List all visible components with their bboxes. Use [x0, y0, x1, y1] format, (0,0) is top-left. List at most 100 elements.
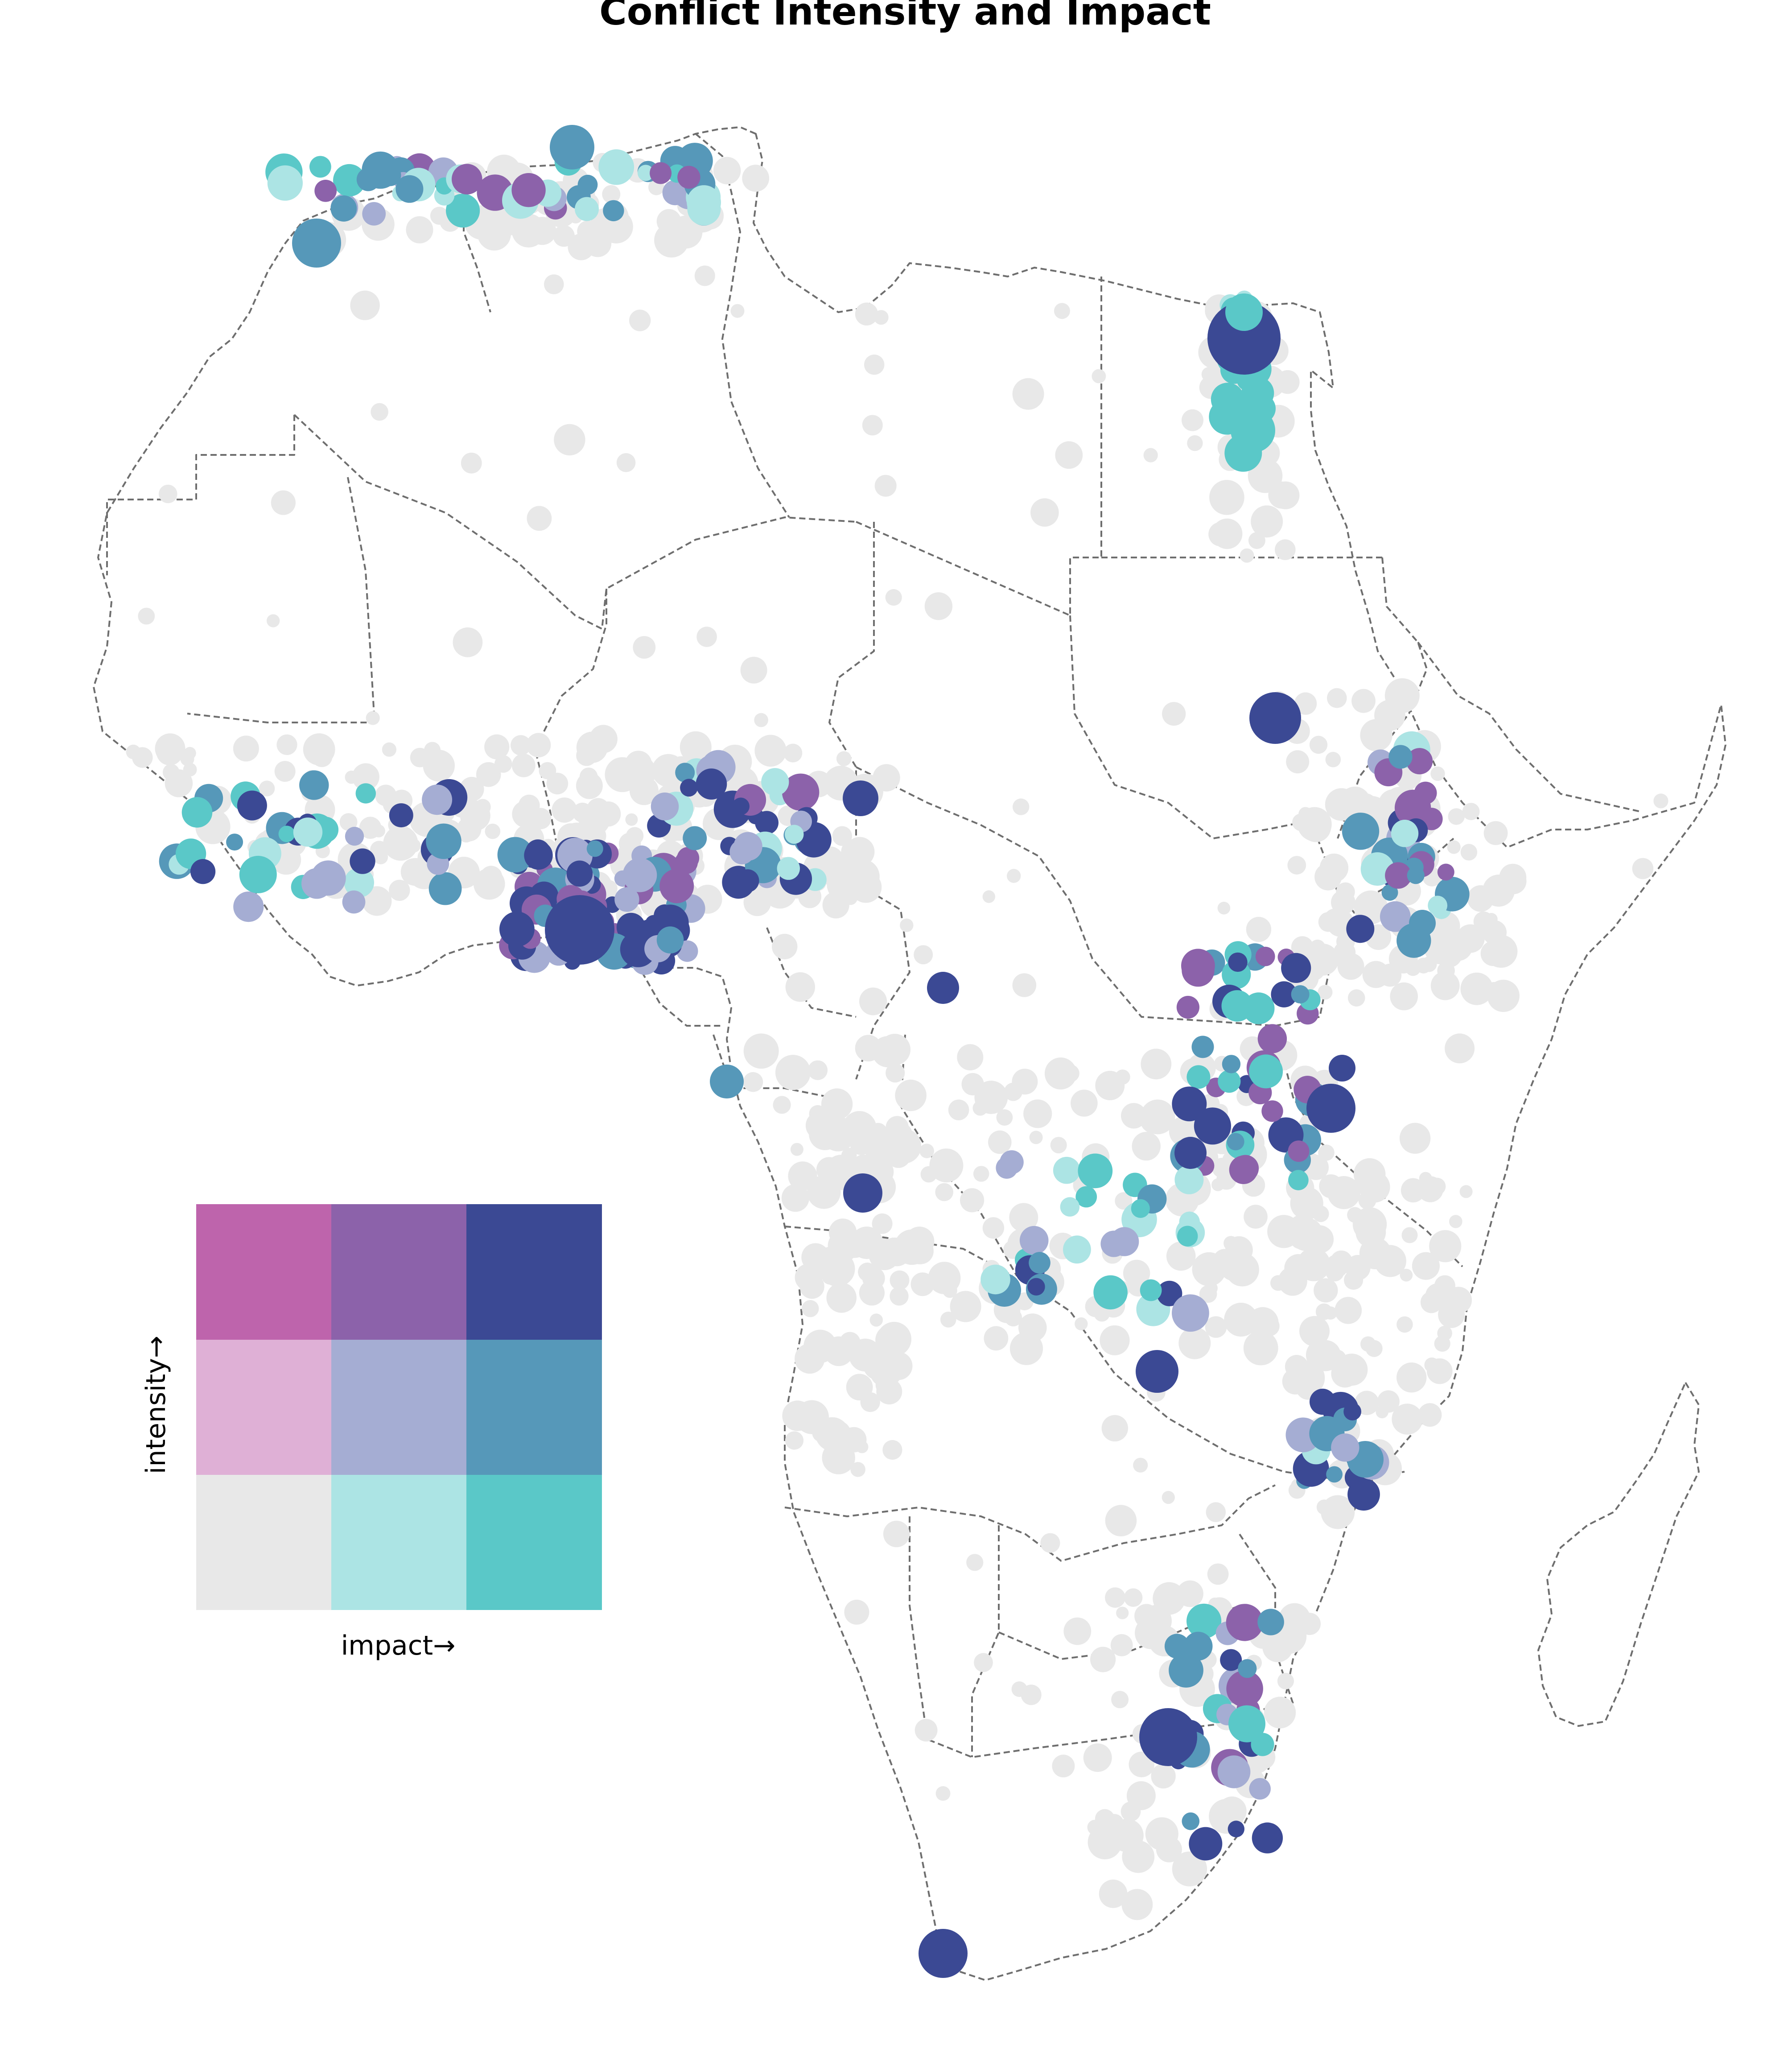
conflict-event-marker [1335, 1354, 1368, 1386]
conflict-event-marker [1347, 989, 1365, 1007]
conflict-event-marker [1345, 1255, 1371, 1280]
conflict-event-marker [754, 713, 768, 727]
conflict-event-marker [687, 192, 721, 226]
conflict-event-marker [677, 165, 700, 189]
conflict-event-marker [1139, 1708, 1197, 1766]
conflict-event-marker [919, 1929, 968, 1978]
conflict-event-marker [1136, 1350, 1178, 1393]
conflict-event-marker [973, 1166, 989, 1182]
conflict-event-marker [1339, 786, 1371, 818]
conflict-event-marker [1287, 856, 1306, 875]
conflict-event-marker [1653, 793, 1668, 809]
conflict-event-marker [1331, 890, 1355, 915]
conflict-event-marker [356, 168, 380, 191]
conflict-event-marker [426, 823, 461, 859]
conflict-event-marker [1327, 688, 1347, 708]
conflict-event-marker [511, 173, 546, 207]
conflict-event-marker [1412, 1252, 1440, 1280]
conflict-event-marker [862, 415, 883, 436]
conflict-event-marker [1306, 1084, 1355, 1133]
conflict-event-marker [1445, 1287, 1472, 1314]
conflict-event-marker [1186, 1603, 1222, 1639]
conflict-event-marker [843, 1173, 882, 1213]
conflict-event-marker [1228, 1821, 1244, 1837]
conflict-event-marker [775, 1055, 811, 1090]
conflict-event-marker [783, 743, 803, 763]
conflict-event-marker [1023, 1099, 1052, 1128]
conflict-event-marker [293, 817, 323, 847]
conflict-event-marker [1397, 1316, 1413, 1333]
conflict-event-marker [239, 855, 277, 893]
conflict-event-marker [1337, 953, 1364, 980]
conflict-event-marker [1178, 1327, 1211, 1359]
conflict-event-marker [342, 890, 366, 914]
conflict-event-marker [1194, 1107, 1231, 1145]
conflict-event-marker [310, 860, 346, 896]
conflict-event-marker [1071, 1090, 1098, 1117]
conflict-event-marker [826, 1283, 857, 1313]
conflict-event-marker [1445, 1033, 1475, 1064]
conflict-event-marker [1012, 378, 1044, 410]
conflict-event-marker [1300, 1185, 1315, 1201]
conflict-event-marker [743, 1072, 763, 1092]
conflict-event-marker [1211, 1178, 1224, 1191]
conflict-event-marker [159, 484, 177, 504]
conflict-event-marker [1447, 840, 1461, 854]
conflict-event-marker [1442, 915, 1457, 930]
conflict-event-marker [1133, 1457, 1148, 1473]
legend-cell-intensity0-impact2 [466, 1474, 602, 1610]
conflict-event-marker [602, 185, 621, 203]
conflict-event-marker [1301, 812, 1331, 842]
conflict-event-marker [389, 879, 410, 901]
conflict-events [126, 125, 1668, 1978]
conflict-event-marker [1316, 1499, 1332, 1515]
legend-grid [196, 1204, 602, 1610]
legend-cell-intensity0-impact0 [196, 1474, 332, 1610]
conflict-event-marker [1244, 1205, 1268, 1229]
conflict-event-marker [1632, 858, 1654, 879]
conflict-event-marker [526, 733, 551, 758]
conflict-event-marker [528, 217, 556, 245]
conflict-event-marker [181, 797, 213, 828]
conflict-event-marker [656, 926, 684, 954]
conflict-event-marker [314, 180, 337, 202]
conflict-event-marker [935, 1786, 951, 1801]
conflict-event-marker [1141, 1049, 1172, 1080]
conflict-event-marker [226, 834, 243, 851]
conflict-event-marker [1157, 1280, 1182, 1306]
conflict-event-marker [1110, 1227, 1139, 1256]
conflict-event-marker [333, 164, 366, 197]
conflict-event-marker [382, 742, 397, 757]
conflict-event-marker [1083, 1743, 1112, 1772]
conflict-event-marker [589, 725, 618, 753]
conflict-event-marker [620, 931, 656, 967]
conflict-event-marker [1162, 1491, 1175, 1504]
conflict-event-marker [1318, 985, 1333, 1000]
conflict-event-marker [573, 802, 593, 823]
conflict-event-marker [1324, 1306, 1337, 1320]
conflict-event-marker [1257, 1609, 1284, 1635]
conflict-event-marker [350, 848, 375, 874]
conflict-event-marker [984, 1326, 1009, 1351]
conflict-event-marker [1182, 954, 1215, 987]
conflict-event-marker [1094, 1305, 1110, 1322]
legend-cell-intensity1-impact1 [331, 1339, 467, 1475]
conflict-event-marker [1105, 1587, 1125, 1608]
conflict-event-marker [339, 813, 358, 831]
conflict-event-marker [1418, 1403, 1442, 1427]
conflict-event-marker [138, 607, 155, 625]
conflict-event-marker [1172, 1086, 1207, 1122]
conflict-event-marker [942, 1283, 957, 1298]
conflict-event-marker [1104, 1814, 1124, 1833]
conflict-event-marker [874, 475, 897, 497]
conflict-event-marker [1392, 1404, 1423, 1435]
conflict-event-marker [1099, 1879, 1128, 1908]
conflict-event-marker [772, 933, 798, 960]
conflict-event-marker [659, 869, 694, 904]
conflict-event-marker [1205, 1316, 1227, 1338]
conflict-event-marker [1243, 992, 1275, 1024]
conflict-event-marker [1419, 1172, 1432, 1185]
conflict-event-marker [1220, 487, 1235, 502]
conflict-event-marker [1428, 1177, 1446, 1195]
conflict-event-marker [276, 734, 297, 755]
